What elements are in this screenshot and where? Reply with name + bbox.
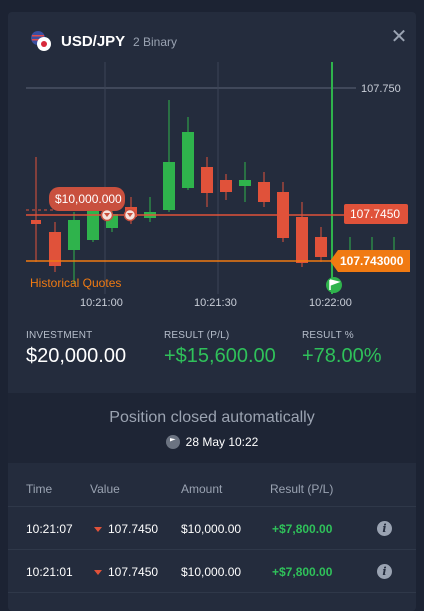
row-time: 10:21:07 <box>26 522 73 536</box>
arrow-down-icon <box>94 570 102 575</box>
candle <box>31 157 41 262</box>
result-label: RESULT (P/L) <box>164 330 230 341</box>
row-amount: $10,000.00 <box>181 565 242 579</box>
close-date: 28 May 10:22 <box>8 435 416 449</box>
column-header-result: Result (P/L) <box>270 482 334 496</box>
time-tick: 10:21:00 <box>80 297 123 309</box>
table-row: 10:21:07 107.7450 $10,000.00 +$7,800.00 … <box>8 507 416 550</box>
candle <box>68 212 80 284</box>
result-percent-label: RESULT % <box>302 330 354 341</box>
panel-header: USD/JPY 2 Binary ✕ <box>8 12 416 60</box>
candle <box>182 117 194 190</box>
current-price-tag <box>330 250 410 272</box>
column-header-amount: Amount <box>181 482 223 496</box>
investment-stat: INVESTMENT $20,000.00 <box>26 330 126 368</box>
table-row: 10:21:01 107.7450 $10,000.00 +$7,800.00 … <box>8 550 416 593</box>
entry-price-tag-text: 107.7450 <box>350 207 400 221</box>
candles <box>31 62 395 294</box>
finish-flag-icon <box>165 435 180 449</box>
info-icon[interactable]: i <box>377 521 392 536</box>
column-header-time: Time <box>26 482 53 496</box>
candle <box>277 182 289 242</box>
arrow-down-icon <box>94 527 102 532</box>
position-panel: USD/JPY 2 Binary ✕ 107.750 <box>8 12 416 611</box>
candle <box>220 174 232 200</box>
candle <box>163 100 175 212</box>
info-icon[interactable]: i <box>377 564 392 579</box>
candle <box>239 162 251 202</box>
candle <box>258 172 270 207</box>
result-stat: RESULT (P/L) +$15,600.00 <box>164 330 276 368</box>
trade-marker-icon[interactable] <box>100 208 114 222</box>
deals-table: Time Value Amount Result (P/L) 10:21:07 … <box>8 470 416 593</box>
row-result: +$7,800.00 <box>272 565 333 579</box>
result-percent-stat: RESULT % +78.00% <box>302 330 382 368</box>
option-type-label: 2 Binary <box>133 35 178 49</box>
candle <box>296 202 308 267</box>
candle <box>144 197 156 222</box>
row-result: +$7,800.00 <box>272 522 333 536</box>
result-value: +$15,600.00 <box>164 345 276 367</box>
asset-pair-title: USD/JPY <box>61 33 126 50</box>
close-icon[interactable]: ✕ <box>390 26 408 48</box>
result-percent-value: +78.00% <box>302 345 382 367</box>
investment-value: $20,000.00 <box>26 345 127 367</box>
time-tick: 10:22:00 <box>309 297 352 309</box>
row-value: 107.7450 <box>94 565 158 579</box>
expiry-flag-icon <box>326 277 342 293</box>
row-value: 107.7450 <box>94 522 158 536</box>
candlestick-chart: 107.750 <box>26 62 410 309</box>
investment-label: INVESTMENT <box>26 330 93 341</box>
price-label-top: 107.750 <box>361 83 401 95</box>
entry-price-tag <box>344 204 408 224</box>
historical-quotes-link[interactable]: Historical Quotes <box>30 276 121 290</box>
trade-marker-icon[interactable] <box>123 208 137 222</box>
table-header: Time Value Amount Result (P/L) <box>8 470 416 507</box>
position-stats: INVESTMENT $20,000.00 RESULT (P/L) +$15,… <box>8 330 416 390</box>
investment-tag-text: $10,000.000 <box>55 192 122 206</box>
column-header-value: Value <box>90 482 120 496</box>
position-closed-banner: Position closed automatically 28 May 10:… <box>8 393 416 463</box>
time-tick: 10:21:30 <box>194 297 237 309</box>
close-date-text: 28 May 10:22 <box>185 435 259 449</box>
current-price-tag-text: 107.743000 <box>340 254 404 268</box>
candle <box>315 227 327 262</box>
candle <box>49 222 61 272</box>
row-amount: $10,000.00 <box>181 522 242 536</box>
position-closed-message: Position closed automatically <box>109 409 315 426</box>
row-time: 10:21:01 <box>26 565 73 579</box>
candle <box>201 157 213 207</box>
usd-jpy-flag-icon <box>31 31 51 51</box>
investment-tag <box>49 187 125 211</box>
